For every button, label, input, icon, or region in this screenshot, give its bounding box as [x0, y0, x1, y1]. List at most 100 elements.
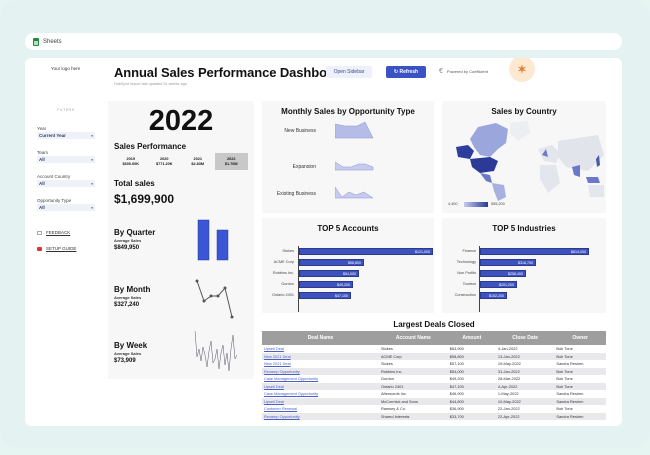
owner-cell: Bob Tone [556, 406, 573, 412]
bar-finance[interactable]: $614,000 [480, 248, 589, 255]
deal-link[interactable]: Revamp Opportunity [262, 412, 379, 420]
deal-link[interactable]: Upsell Deal [262, 382, 379, 390]
deal-link[interactable]: Upsell Deal [264, 346, 284, 352]
close-date-cell: 1-May-2022 [497, 391, 519, 397]
table-row: Upsell Deal McCormick and Sons $44,800 10-M… [262, 397, 606, 405]
amount-cell: $49,200 [449, 376, 464, 382]
feedback-icon [37, 230, 42, 235]
year-tile-2019[interactable]: 2019 $600.00K [114, 153, 148, 170]
table-row: New 2021 Deal Stokes $57,100 19-May-2022 San… [262, 360, 606, 368]
open-sidebar-button[interactable]: Open Sidebar [326, 66, 372, 78]
opportunity-type-select[interactable]: All ▾ [37, 204, 95, 211]
world-map[interactable] [448, 119, 604, 201]
account-cell: Shared Interests [378, 412, 448, 420]
youtube-icon [37, 246, 42, 251]
close-date-cell: 13-Jan-2022 [495, 352, 555, 360]
amount-cell: $33,700 [447, 412, 496, 420]
close-date-cell: 4-Jan-2022 [497, 346, 518, 352]
panel-title: TOP 5 Accounts [317, 224, 379, 233]
col-deal-name[interactable]: Deal Name [262, 331, 379, 345]
bar-robbins-inc[interactable]: $54,000 [299, 270, 359, 277]
chevron-down-icon: ▾ [91, 205, 93, 210]
table-header-row: Deal Name Account Name Amount Close Date… [262, 331, 606, 345]
total-sales-value: $1,699,900 [114, 192, 175, 206]
filter-label: Opportunity Type [37, 198, 72, 203]
team-select[interactable]: All ▾ [37, 156, 95, 163]
col-owner[interactable]: Owner [554, 331, 606, 345]
year-select-value: Current Year [39, 133, 66, 138]
col-amount[interactable]: Amount [447, 331, 496, 345]
legend-min: 4,400 [448, 202, 458, 206]
year-tile-2022[interactable]: 2022 $1.70M [214, 153, 248, 170]
year-label: 2020 [160, 156, 169, 161]
table-row: Revamp Opportunity Shared Interests $33,70… [262, 412, 606, 420]
selected-year: 2022 [148, 105, 214, 137]
year-value: $1.70M [224, 161, 238, 166]
kpi-subtitle: Average Sales [114, 351, 142, 356]
setup-guide-link[interactable]: SETUP GUIDE [37, 246, 76, 251]
chevron-down-icon: ▾ [91, 181, 93, 186]
sheets-icon [33, 37, 39, 46]
chevron-down-icon: ▾ [91, 133, 93, 138]
deal-link[interactable]: Revamp Opportunity [262, 367, 379, 375]
deal-link[interactable]: New 2021 Deal [264, 361, 291, 367]
bar-construction[interactable]: $152,200 [480, 292, 507, 299]
bar-label: Ontario 2401 [272, 293, 294, 297]
deal-link[interactable]: Customer Renewal [264, 406, 298, 412]
table-row: Case Management Opportunity Afterwords In… [262, 390, 606, 398]
col-account-name[interactable]: Account Name [378, 331, 448, 345]
bar-ontario-2401[interactable]: $47,100 [299, 292, 351, 299]
bar-tourism[interactable]: $201,200 [480, 281, 517, 288]
feedback-link[interactable]: FEEDBACK [37, 230, 70, 235]
filters-heading: FILTERS [57, 108, 75, 112]
deal-link[interactable]: New 2021 Deal [262, 352, 379, 360]
expansion-sparkline [335, 161, 374, 171]
kpi-value: $849,950 [114, 245, 140, 251]
bar-non-profits[interactable]: $258,400 [480, 270, 526, 277]
by-quarter-kpi: By Quarter Average Sales $849,950 [114, 228, 155, 251]
col-close-date[interactable]: Close Date [495, 331, 555, 345]
by-month-chart [195, 279, 234, 319]
filter-opportunity-type[interactable]: Opportunity Type All ▾ [37, 198, 95, 211]
monthly-sales-by-type-panel: Monthly Sales by Opportunity Type New Bu… [262, 101, 434, 213]
year-tile-2021[interactable]: 2021 $2.83M [181, 153, 215, 170]
account-country-select[interactable]: All ▾ [37, 180, 95, 187]
row-label: Existing Business [276, 191, 316, 197]
sheets-tab-label: Sheets [43, 38, 62, 45]
bar-gordon[interactable]: $49,200 [299, 281, 353, 288]
filter-year[interactable]: Year Current Year ▾ [37, 126, 95, 139]
sales-summary-panel: 2022 Sales Performance 2019 $600.00K 2020… [108, 101, 254, 379]
sheets-tab-bar[interactable]: Sheets [25, 33, 622, 50]
legend-max: 555,200 [491, 202, 505, 206]
table-row: Case Management Opportunity Gordon $49,200… [262, 375, 606, 383]
bar-stokes[interactable]: $121,000 [299, 248, 433, 255]
largest-deals-table: Deal Name Account Name Amount Close Date… [262, 331, 606, 420]
axis-line [298, 246, 299, 312]
bar-technology[interactable]: $316,700 [480, 259, 536, 266]
panel-title: TOP 5 Industries [492, 224, 556, 233]
deal-link[interactable]: Case Management Opportunity [264, 391, 319, 397]
bar-label: Robbins Inc. [272, 271, 294, 275]
year-select[interactable]: Current Year ▾ [37, 132, 95, 139]
panel-title: Sales by Country [491, 107, 557, 116]
amount-cell: $57,100 [449, 361, 464, 367]
deal-link[interactable]: Upsell Deal [262, 397, 379, 405]
account-cell: McCormick and Sons [378, 397, 448, 405]
table-row: Revamp Opportunity Robbins Inc. $54,000 31-… [262, 367, 606, 375]
opportunity-type-value: All [39, 205, 45, 210]
refresh-button[interactable]: ↻ Refresh [386, 66, 426, 78]
filter-team[interactable]: Team All ▾ [37, 150, 95, 163]
year-tile-2020[interactable]: 2020 $771.20K [148, 153, 182, 170]
filter-label: Account Country [37, 174, 71, 179]
account-cell: Stokes [380, 346, 393, 352]
row-label: Expansion [292, 164, 316, 170]
amount-cell: $36,900 [449, 406, 464, 412]
close-date-cell: 4-Apr-2022 [495, 382, 555, 390]
powered-by-coefficient[interactable]: € Powered by Coefficient [439, 68, 488, 75]
deal-link[interactable]: Case Management Opportunity [264, 376, 319, 382]
bar-label: ACME Corp [273, 260, 294, 264]
bar-acme-corp[interactable]: $58,800 [299, 259, 364, 266]
filter-account-country[interactable]: Account Country All ▾ [37, 174, 95, 187]
year-value: $2.83M [191, 161, 205, 166]
by-month-kpi: By Month Average Sales $327,240 [114, 285, 150, 308]
